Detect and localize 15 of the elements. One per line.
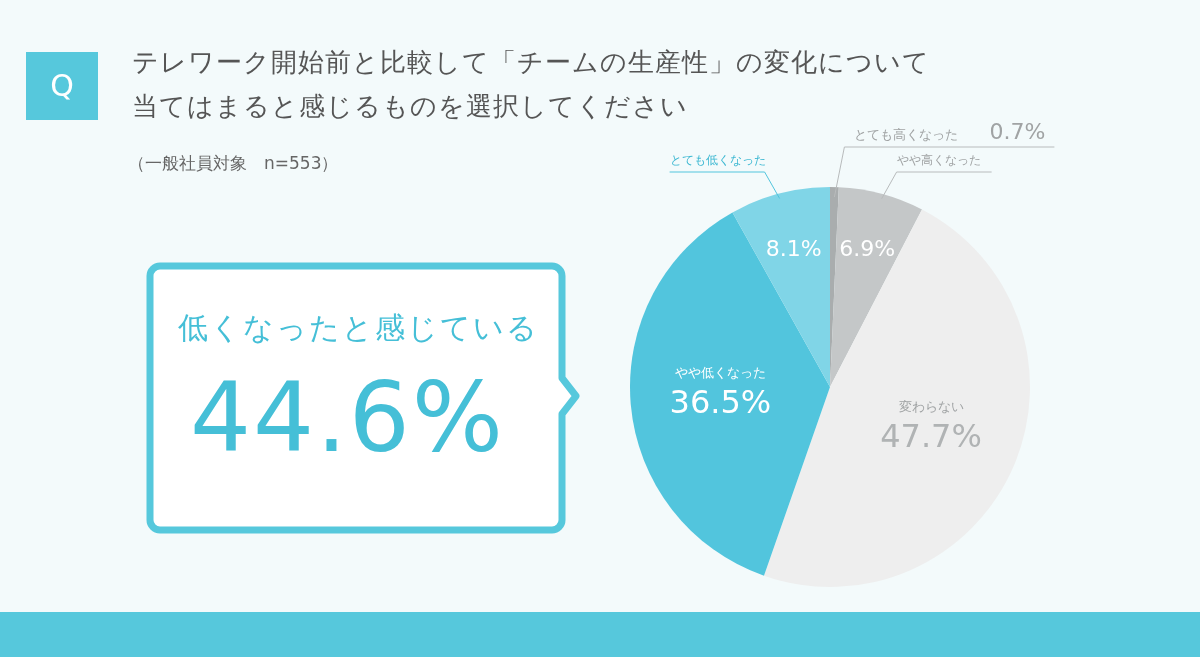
slice-label: やや高くなった (896, 153, 981, 167)
slice-label: とても高くなった (854, 127, 959, 142)
data-label: 47.7% (880, 416, 982, 455)
data-label: 36.5% (669, 382, 772, 421)
pie-slice (630, 212, 830, 576)
slice-label: やや低くなった (674, 364, 766, 380)
text: （一般社員対象 n=553） (128, 152, 339, 175)
text: 44.6% (190, 362, 505, 474)
slice-label: 変わらない (898, 398, 964, 414)
data-label: 8.1% (765, 235, 822, 261)
data-label: 0.7% (989, 119, 1046, 144)
data-label: 6.9% (839, 235, 896, 261)
slice-label: とても低くなった (669, 153, 766, 167)
text: 低くなったと感じている (178, 309, 539, 347)
chart-title: テレワーク開始前と比較して「チームの生産性」の変化について当てはまると感じるものを選択してください (132, 46, 930, 123)
